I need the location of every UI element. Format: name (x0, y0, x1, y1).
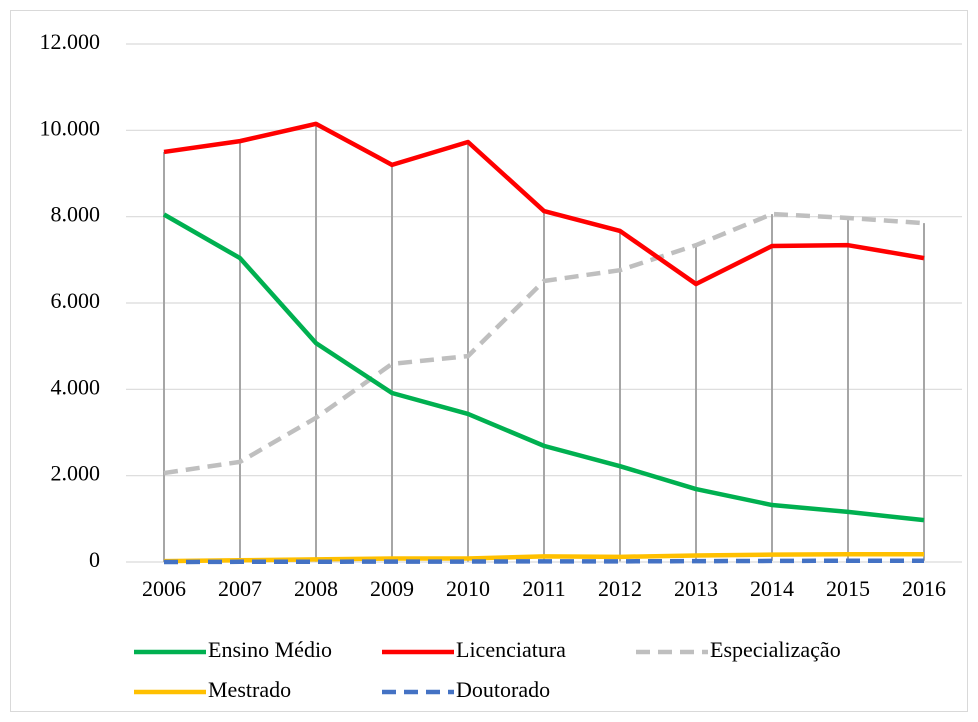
y-tick-label: 0 (89, 547, 100, 572)
x-tick-label: 2012 (598, 576, 642, 601)
y-tick-label: 4.000 (51, 374, 101, 399)
x-tick-label: 2008 (294, 576, 338, 601)
x-tick-label: 2011 (522, 576, 565, 601)
x-tick-label: 2015 (826, 576, 870, 601)
series-line (163, 558, 924, 565)
series-line (163, 121, 925, 287)
y-tick-label: 12.000 (40, 29, 101, 54)
series-line (163, 211, 925, 476)
legend-label: Especialização (710, 637, 841, 662)
x-tick-label: 2007 (218, 576, 262, 601)
legend-label: Ensino Médio (208, 637, 332, 662)
series-line (162, 212, 925, 523)
x-tick-label: 2016 (902, 576, 946, 601)
y-tick-label: 2.000 (51, 461, 101, 486)
x-tick-label: 2013 (674, 576, 718, 601)
legend-label: Mestrado (208, 677, 291, 702)
legend-label: Doutorado (456, 677, 550, 702)
y-tick-label: 8.000 (51, 202, 101, 227)
series-line (163, 551, 924, 564)
chart-border (10, 10, 968, 712)
x-tick-label: 2014 (750, 576, 794, 601)
legend-label: Licenciatura (456, 637, 566, 662)
y-tick-label: 10.000 (40, 115, 101, 140)
x-tick-label: 2010 (446, 576, 490, 601)
y-tick-label: 6.000 (51, 288, 101, 313)
x-tick-label: 2006 (142, 576, 186, 601)
x-tick-label: 2009 (370, 576, 414, 601)
